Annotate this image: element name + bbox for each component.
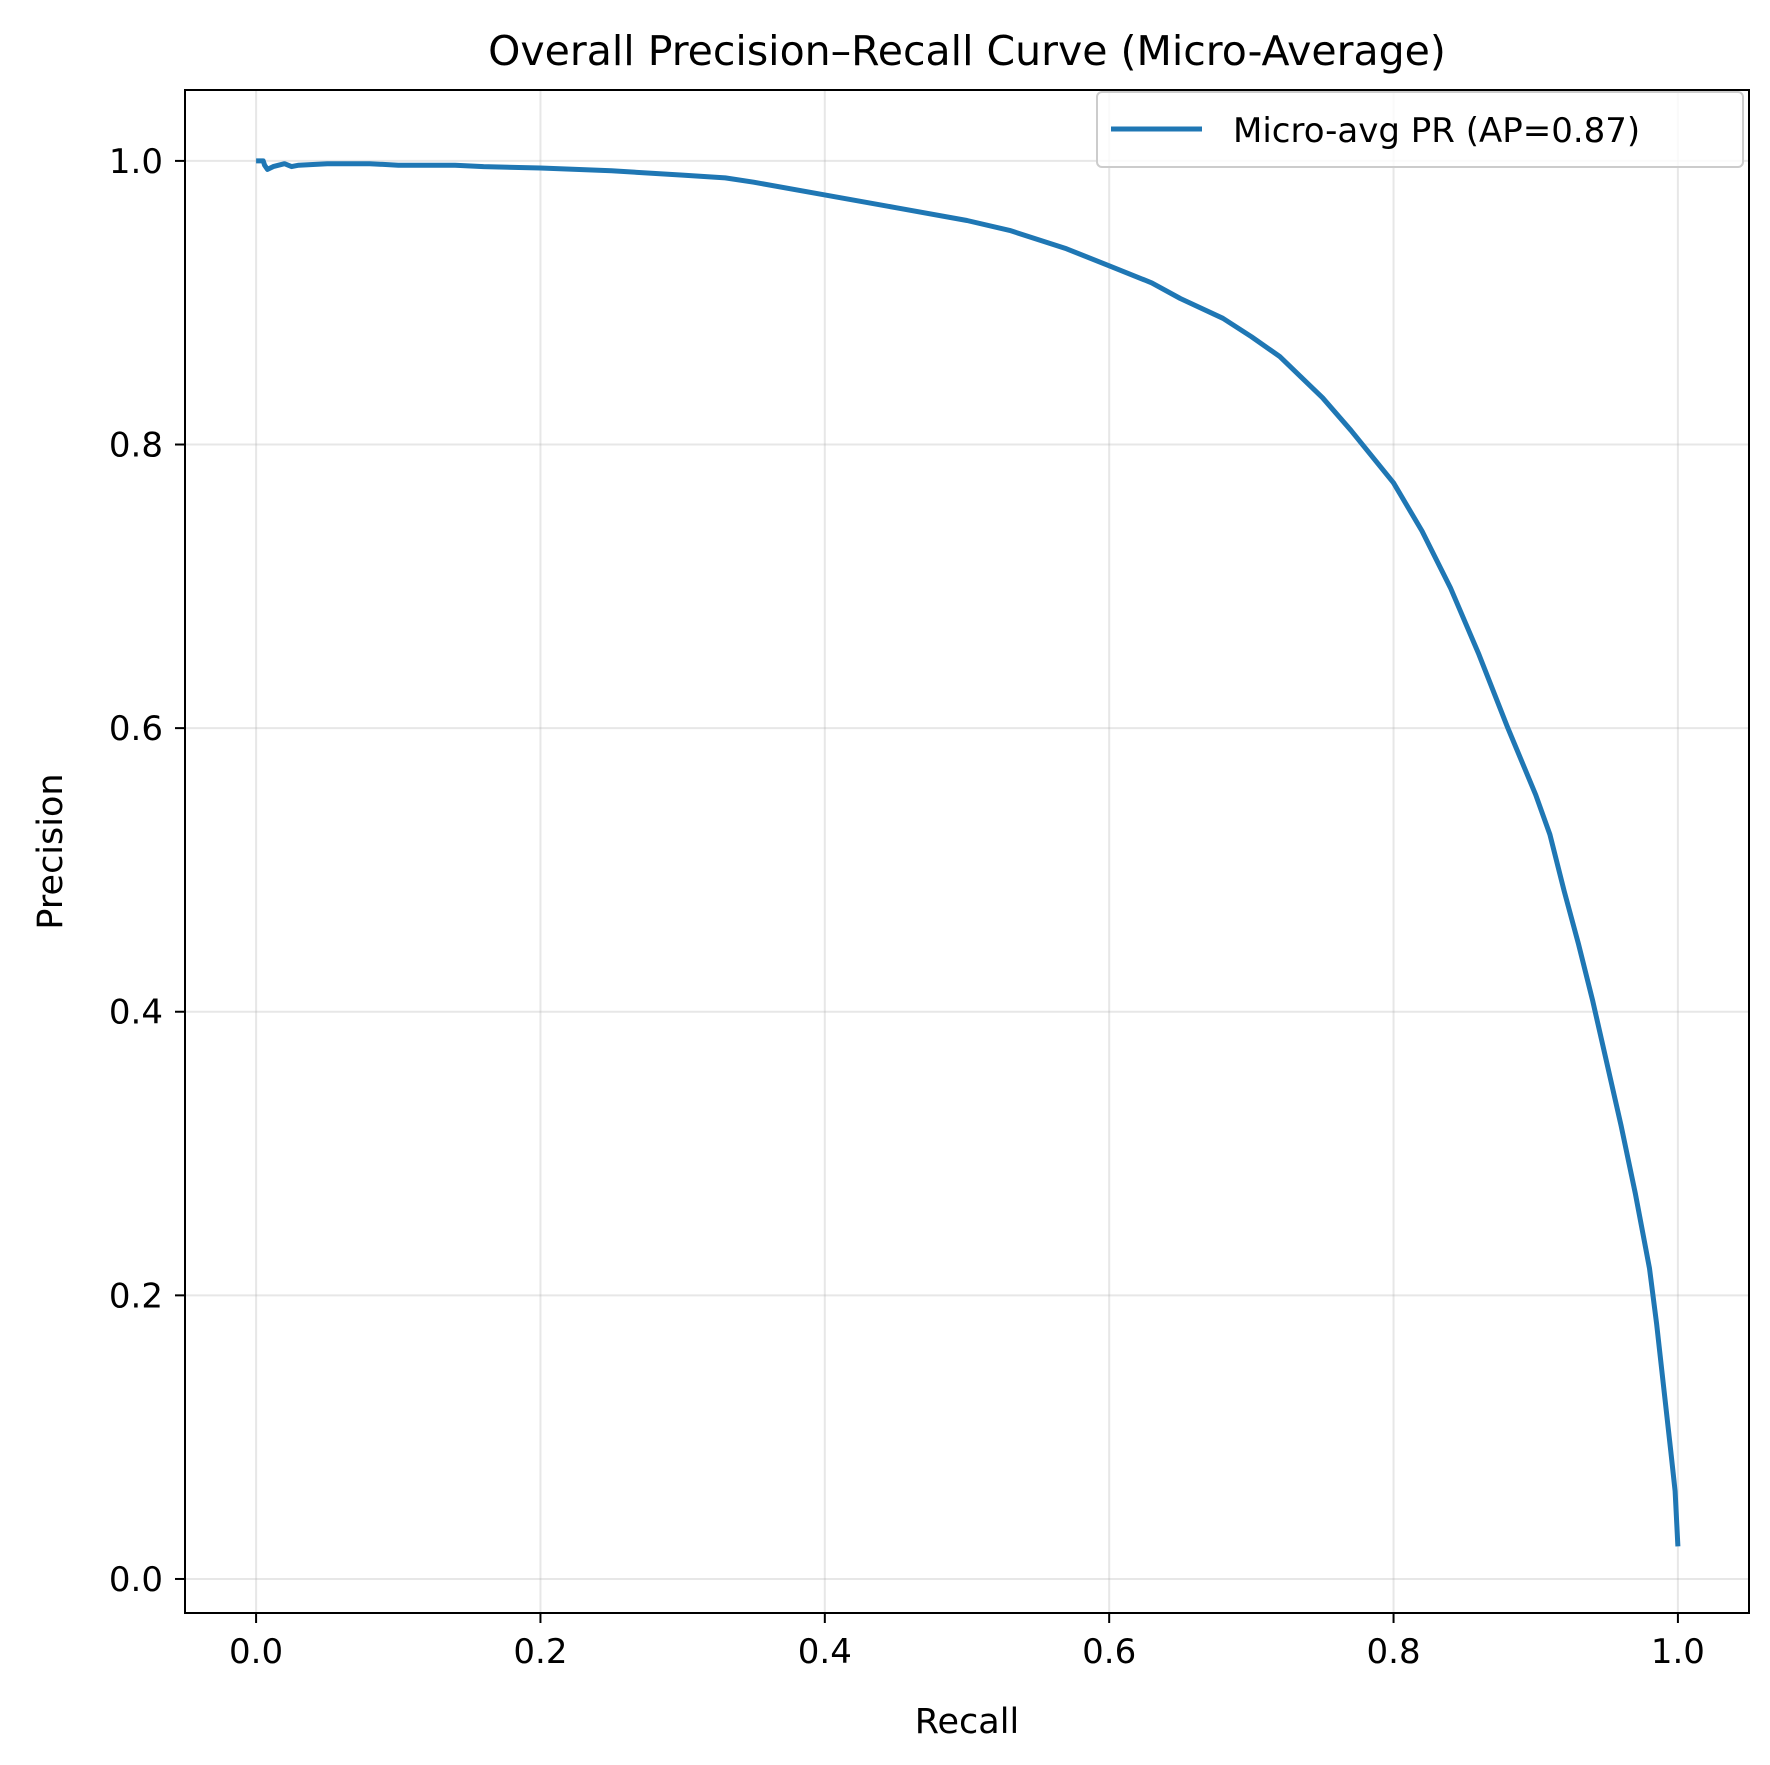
x-axis-label: Recall	[915, 1702, 1019, 1742]
y-tick-label: 0.0	[109, 1560, 163, 1600]
x-tick-label: 0.8	[1367, 1632, 1421, 1672]
x-axis-ticks: 0.0 0.2 0.4 0.6 0.8 1.0	[229, 1613, 1705, 1672]
x-tick-label: 0.0	[229, 1632, 283, 1672]
x-tick-label: 0.4	[798, 1632, 852, 1672]
y-tick-label: 1.0	[109, 142, 163, 182]
y-tick-label: 0.6	[109, 709, 163, 749]
x-tick-label: 1.0	[1651, 1632, 1705, 1672]
legend-box	[1096, 91, 1744, 168]
y-axis-label: Precision	[31, 773, 71, 929]
y-axis-ticks: 0.0 0.2 0.4 0.6 0.8 1.0	[109, 142, 185, 1600]
x-tick-label: 0.6	[1082, 1632, 1136, 1672]
series-layer	[256, 158, 1681, 1547]
legend-label: Micro-avg PR (AP=0.87)	[1233, 111, 1640, 151]
grid-layer	[185, 90, 1749, 1613]
y-tick-label: 0.2	[109, 1276, 163, 1316]
legend: Micro-avg PR (AP=0.87)	[1096, 91, 1744, 168]
y-tick-label: 0.8	[109, 426, 163, 466]
x-tick-label: 0.2	[513, 1632, 567, 1672]
y-tick-label: 0.4	[109, 993, 163, 1033]
series-line	[256, 158, 1681, 1547]
plot-area-frame	[184, 89, 1750, 1614]
chart-title: Overall Precision–Recall Curve (Micro-Av…	[488, 27, 1446, 75]
